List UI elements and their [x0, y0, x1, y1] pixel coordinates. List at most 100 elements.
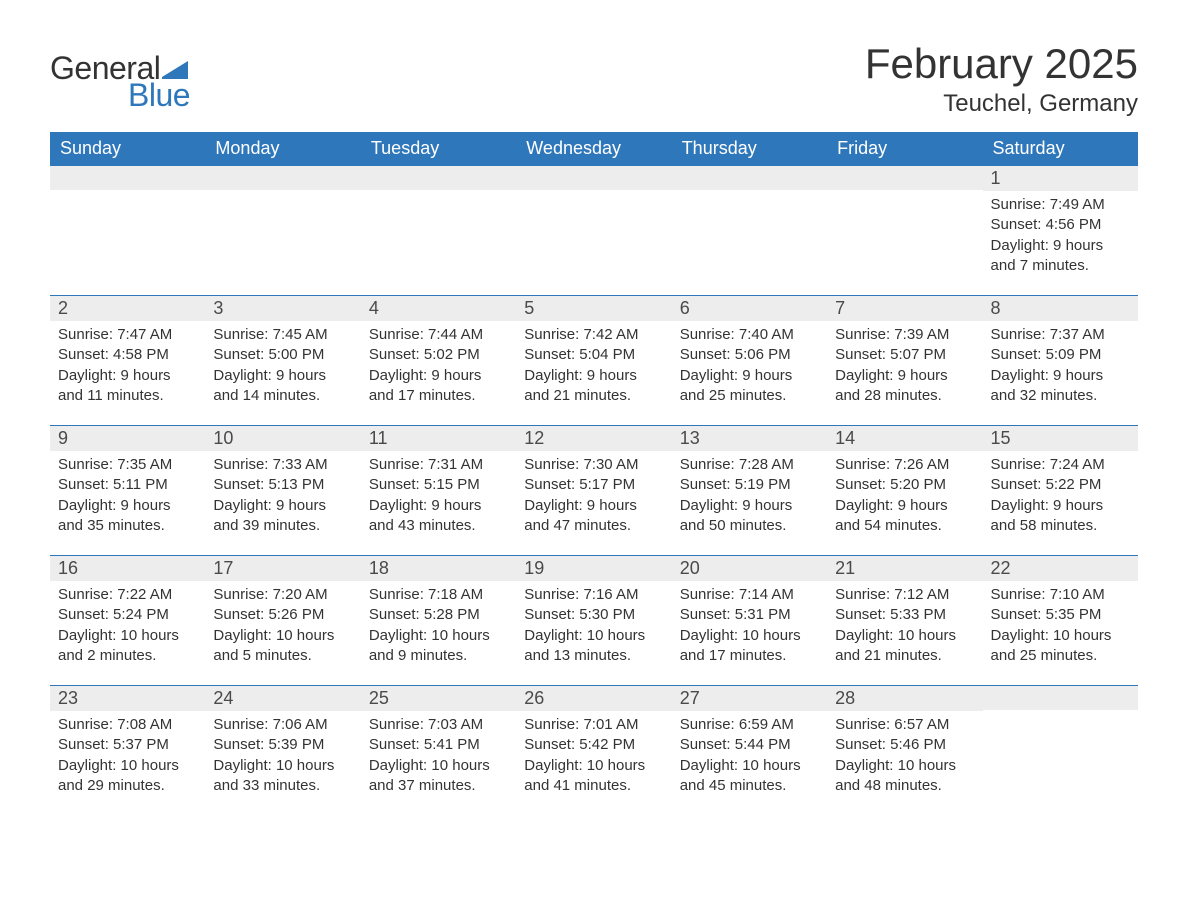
- sunrise-line: Sunrise: 7:08 AM: [58, 715, 197, 735]
- daylight-line: Daylight: 10 hours and 48 minutes.: [835, 756, 974, 797]
- day-cell-wrap: 19Sunrise: 7:16 AMSunset: 5:30 PMDayligh…: [516, 556, 671, 685]
- day-details: Sunrise: 7:14 AMSunset: 5:31 PMDaylight:…: [672, 581, 827, 674]
- sunset-line: Sunset: 5:07 PM: [835, 345, 974, 365]
- day-details: Sunrise: 6:59 AMSunset: 5:44 PMDaylight:…: [672, 711, 827, 804]
- sunrise-line: Sunrise: 6:59 AM: [680, 715, 819, 735]
- day-header: Friday: [827, 132, 982, 166]
- day-number: 14: [827, 426, 982, 451]
- day-cell-wrap: 9Sunrise: 7:35 AMSunset: 5:11 PMDaylight…: [50, 426, 205, 555]
- sunset-line: Sunset: 4:56 PM: [991, 215, 1130, 235]
- week-row: 16Sunrise: 7:22 AMSunset: 5:24 PMDayligh…: [50, 556, 1138, 686]
- day-cell-wrap: [50, 166, 205, 295]
- day-number: 23: [50, 686, 205, 711]
- day-cell-wrap: 8Sunrise: 7:37 AMSunset: 5:09 PMDaylight…: [983, 296, 1138, 425]
- day-cell: 17Sunrise: 7:20 AMSunset: 5:26 PMDayligh…: [205, 556, 360, 686]
- sunrise-line: Sunrise: 7:39 AM: [835, 325, 974, 345]
- day-cell: 3Sunrise: 7:45 AMSunset: 5:00 PMDaylight…: [205, 296, 360, 426]
- day-number: 15: [983, 426, 1138, 451]
- sunset-line: Sunset: 5:42 PM: [524, 735, 663, 755]
- daylight-line: Daylight: 10 hours and 33 minutes.: [213, 756, 352, 797]
- day-details: Sunrise: 7:06 AMSunset: 5:39 PMDaylight:…: [205, 711, 360, 804]
- daylight-line: Daylight: 9 hours and 39 minutes.: [213, 496, 352, 537]
- sunrise-line: Sunrise: 7:06 AM: [213, 715, 352, 735]
- sunset-line: Sunset: 5:13 PM: [213, 475, 352, 495]
- day-number: 2: [50, 296, 205, 321]
- location: Teuchel, Germany: [865, 90, 1138, 118]
- day-header-row: SundayMondayTuesdayWednesdayThursdayFrid…: [50, 132, 1138, 166]
- logo-text-blue: Blue: [128, 77, 190, 114]
- day-cell-wrap: 15Sunrise: 7:24 AMSunset: 5:22 PMDayligh…: [983, 426, 1138, 555]
- day-cell: 8Sunrise: 7:37 AMSunset: 5:09 PMDaylight…: [983, 296, 1138, 426]
- sunset-line: Sunset: 5:00 PM: [213, 345, 352, 365]
- day-details: Sunrise: 6:57 AMSunset: 5:46 PMDaylight:…: [827, 711, 982, 804]
- month-title: February 2025: [865, 40, 1138, 88]
- day-cell-wrap: [983, 686, 1138, 816]
- title-block: February 2025 Teuchel, Germany: [865, 30, 1138, 128]
- calendar-table: SundayMondayTuesdayWednesdayThursdayFrid…: [50, 132, 1138, 816]
- day-cell: 18Sunrise: 7:18 AMSunset: 5:28 PMDayligh…: [361, 556, 516, 686]
- day-cell-wrap: 4Sunrise: 7:44 AMSunset: 5:02 PMDaylight…: [361, 296, 516, 425]
- day-details: Sunrise: 7:16 AMSunset: 5:30 PMDaylight:…: [516, 581, 671, 674]
- empty-day-header: [205, 166, 360, 190]
- sunset-line: Sunset: 5:31 PM: [680, 605, 819, 625]
- day-cell-wrap: 13Sunrise: 7:28 AMSunset: 5:19 PMDayligh…: [672, 426, 827, 555]
- sunrise-line: Sunrise: 7:20 AM: [213, 585, 352, 605]
- day-cell: 27Sunrise: 6:59 AMSunset: 5:44 PMDayligh…: [672, 686, 827, 816]
- day-details: Sunrise: 7:24 AMSunset: 5:22 PMDaylight:…: [983, 451, 1138, 544]
- daylight-line: Daylight: 9 hours and 28 minutes.: [835, 366, 974, 407]
- day-number: 28: [827, 686, 982, 711]
- day-cell-wrap: 10Sunrise: 7:33 AMSunset: 5:13 PMDayligh…: [205, 426, 360, 555]
- day-cell: [205, 166, 360, 296]
- logo: General Blue: [50, 50, 190, 114]
- sunrise-line: Sunrise: 7:40 AM: [680, 325, 819, 345]
- daylight-line: Daylight: 10 hours and 2 minutes.: [58, 626, 197, 667]
- sunset-line: Sunset: 5:19 PM: [680, 475, 819, 495]
- sunset-line: Sunset: 5:33 PM: [835, 605, 974, 625]
- sunset-line: Sunset: 5:17 PM: [524, 475, 663, 495]
- daylight-line: Daylight: 10 hours and 45 minutes.: [680, 756, 819, 797]
- sunset-line: Sunset: 5:04 PM: [524, 345, 663, 365]
- sunrise-line: Sunrise: 7:37 AM: [991, 325, 1130, 345]
- day-details: Sunrise: 7:26 AMSunset: 5:20 PMDaylight:…: [827, 451, 982, 544]
- day-details: Sunrise: 7:08 AMSunset: 5:37 PMDaylight:…: [50, 711, 205, 804]
- sunrise-line: Sunrise: 7:26 AM: [835, 455, 974, 475]
- day-cell: 26Sunrise: 7:01 AMSunset: 5:42 PMDayligh…: [516, 686, 671, 816]
- day-cell: [361, 166, 516, 296]
- sunrise-line: Sunrise: 7:30 AM: [524, 455, 663, 475]
- day-header: Monday: [205, 132, 360, 166]
- day-number: 1: [983, 166, 1138, 191]
- day-number: 21: [827, 556, 982, 581]
- day-cell-wrap: 22Sunrise: 7:10 AMSunset: 5:35 PMDayligh…: [983, 556, 1138, 685]
- sunset-line: Sunset: 4:58 PM: [58, 345, 197, 365]
- daylight-line: Daylight: 10 hours and 17 minutes.: [680, 626, 819, 667]
- day-cell: 16Sunrise: 7:22 AMSunset: 5:24 PMDayligh…: [50, 556, 205, 686]
- empty-day-body: [983, 710, 1138, 722]
- day-cell: 22Sunrise: 7:10 AMSunset: 5:35 PMDayligh…: [983, 556, 1138, 686]
- day-cell-wrap: [827, 166, 982, 295]
- day-number: 20: [672, 556, 827, 581]
- empty-day-header: [983, 686, 1138, 710]
- daylight-line: Daylight: 9 hours and 58 minutes.: [991, 496, 1130, 537]
- day-cell: 2Sunrise: 7:47 AMSunset: 4:58 PMDaylight…: [50, 296, 205, 426]
- day-cell: [672, 166, 827, 296]
- sunset-line: Sunset: 5:24 PM: [58, 605, 197, 625]
- day-cell: 15Sunrise: 7:24 AMSunset: 5:22 PMDayligh…: [983, 426, 1138, 556]
- day-cell-wrap: 16Sunrise: 7:22 AMSunset: 5:24 PMDayligh…: [50, 556, 205, 685]
- day-cell-wrap: [516, 166, 671, 295]
- sunrise-line: Sunrise: 7:24 AM: [991, 455, 1130, 475]
- empty-day-header: [516, 166, 671, 190]
- day-details: Sunrise: 7:28 AMSunset: 5:19 PMDaylight:…: [672, 451, 827, 544]
- day-cell-wrap: 11Sunrise: 7:31 AMSunset: 5:15 PMDayligh…: [361, 426, 516, 555]
- empty-day-header: [361, 166, 516, 190]
- empty-day-header: [827, 166, 982, 190]
- week-row: 23Sunrise: 7:08 AMSunset: 5:37 PMDayligh…: [50, 686, 1138, 816]
- day-details: Sunrise: 7:31 AMSunset: 5:15 PMDaylight:…: [361, 451, 516, 544]
- day-number: 22: [983, 556, 1138, 581]
- day-header: Wednesday: [516, 132, 671, 166]
- sunset-line: Sunset: 5:11 PM: [58, 475, 197, 495]
- day-cell: 19Sunrise: 7:16 AMSunset: 5:30 PMDayligh…: [516, 556, 671, 686]
- daylight-line: Daylight: 10 hours and 41 minutes.: [524, 756, 663, 797]
- day-details: Sunrise: 7:42 AMSunset: 5:04 PMDaylight:…: [516, 321, 671, 414]
- day-number: 19: [516, 556, 671, 581]
- day-cell-wrap: 7Sunrise: 7:39 AMSunset: 5:07 PMDaylight…: [827, 296, 982, 425]
